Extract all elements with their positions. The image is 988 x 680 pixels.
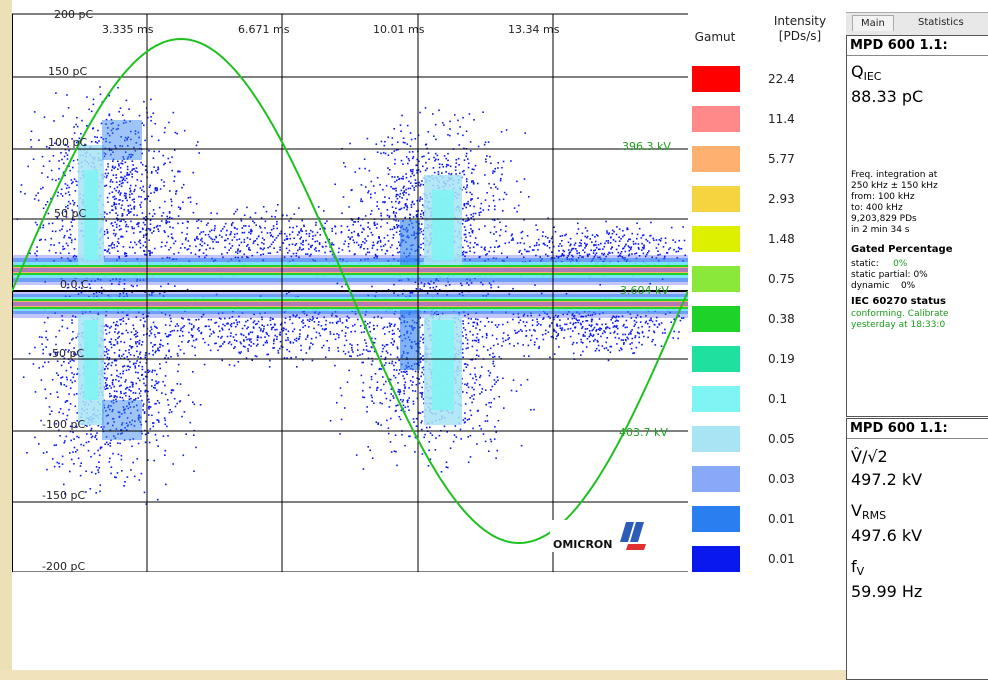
legend-value: 22.4 <box>768 72 795 86</box>
legend-swatch <box>692 306 740 332</box>
charge-label: -200 pC <box>42 560 85 572</box>
freq-integration: Freq. integration at <box>847 170 988 181</box>
freq-from: from: 100 kHz <box>847 192 988 203</box>
duration: in 2 min 34 s <box>847 225 988 236</box>
voltage-marker: 396.3 kV <box>622 140 671 153</box>
legend-swatch <box>692 186 740 212</box>
legend-swatch <box>692 266 740 292</box>
panel-title: MPD 600 1.1: <box>847 36 988 56</box>
tab-statistics[interactable]: Statistics <box>910 15 972 30</box>
gated-static: static: 0% <box>847 259 988 270</box>
panel-tabs: Main Statistics <box>846 12 988 35</box>
v-peak-value: 497.2 kV <box>847 470 988 489</box>
tab-main[interactable]: Main <box>852 15 894 31</box>
gated-dynamic: dynamic 0% <box>847 281 988 292</box>
freq-band: 250 kHz ± 150 kHz <box>847 181 988 192</box>
intensity-unit: [PDs/s] <box>750 29 850 44</box>
f-label: fV <box>847 557 988 578</box>
gamut-label: Gamut <box>688 30 742 44</box>
iec-status-line: conforming. Calibrate <box>847 309 988 320</box>
legend-swatch <box>692 426 740 452</box>
iec-status-line: yesterday at 18:33:0 <box>847 320 988 331</box>
legend-value: 0.75 <box>768 272 795 286</box>
legend-swatch <box>692 506 740 532</box>
prpd-plot[interactable]: 3.335 ms 6.671 ms 10.01 ms 13.34 ms 200 … <box>12 0 688 572</box>
pd-count: 9,203,829 PDs <box>847 214 988 225</box>
legend-swatch <box>692 146 740 172</box>
legend-value: 11.4 <box>768 112 795 126</box>
v-peak-label: V̂/√2 <box>847 447 988 466</box>
legend-value: 0.38 <box>768 312 795 326</box>
gated-static-partial: static partial: 0% <box>847 270 988 281</box>
time-label: 3.335 ms <box>102 23 154 36</box>
time-label: 10.01 ms <box>373 23 425 36</box>
legend-swatch <box>692 546 740 572</box>
voltage-marker: 403.7 kV <box>619 426 668 439</box>
measurement-panel-charge: MPD 600 1.1: QIEC 88.33 pC Freq. integra… <box>846 35 988 417</box>
f-value: 59.99 Hz <box>847 582 988 601</box>
legend-value: 0.01 <box>768 512 795 526</box>
legend-swatch <box>692 466 740 492</box>
charge-label: -50 pC <box>48 347 84 360</box>
legend-swatch <box>692 226 740 252</box>
intensity-legend: Gamut Intensity [PDs/s] 22.4 11.4 5.77 2.93… <box>688 0 860 572</box>
legend-swatch <box>692 106 740 132</box>
intensity-title: Intensity <box>750 14 850 29</box>
prpd-plot-canvas: 3.335 ms 6.671 ms 10.01 ms 13.34 ms 200 … <box>12 0 688 572</box>
legend-value: 0.1 <box>768 392 787 406</box>
freq-to: to: 400 kHz <box>847 203 988 214</box>
intensity-label: Intensity [PDs/s] <box>750 14 850 44</box>
charge-label: 50 pC <box>54 207 86 220</box>
q-iec-value: 88.33 pC <box>847 87 988 106</box>
iec-heading: IEC 60270 status <box>847 296 988 307</box>
charge-label: 150 pC <box>48 65 87 78</box>
legend-value: 2.93 <box>768 192 795 206</box>
time-label: 13.34 ms <box>508 23 560 36</box>
legend-value: 0.01 <box>768 552 795 566</box>
charge-label: -100 pC <box>42 418 85 431</box>
main-window: 3.335 ms 6.671 ms 10.01 ms 13.34 ms 200 … <box>12 0 988 670</box>
legend-value: 5.77 <box>768 152 795 166</box>
gated-heading: Gated Percentage <box>847 244 988 255</box>
panel-title: MPD 600 1.1: <box>847 419 988 439</box>
legend-swatch <box>692 346 740 372</box>
legend-value: 0.05 <box>768 432 795 446</box>
v-rms-value: 497.6 kV <box>847 526 988 545</box>
legend-swatch <box>692 386 740 412</box>
time-label: 6.671 ms <box>238 23 290 36</box>
legend-value: 1.48 <box>768 232 795 246</box>
charge-label: 100 pC <box>48 136 87 149</box>
legend-value: 0.19 <box>768 352 795 366</box>
left-window-strip <box>0 0 12 670</box>
charge-label: -150 pC <box>42 489 85 502</box>
charge-label: 200 pC <box>54 8 93 21</box>
charge-label: 0.0 C <box>60 278 89 291</box>
voltage-marker: 3.604 kV <box>620 284 669 297</box>
q-iec-label: QIEC <box>847 62 988 83</box>
legend-swatch <box>692 66 740 92</box>
legend-value: 0.03 <box>768 472 795 486</box>
measurement-panel-voltage: MPD 600 1.1: V̂/√2 497.2 kV VRMS 497.6 k… <box>846 418 988 680</box>
v-rms-label: VRMS <box>847 501 988 522</box>
